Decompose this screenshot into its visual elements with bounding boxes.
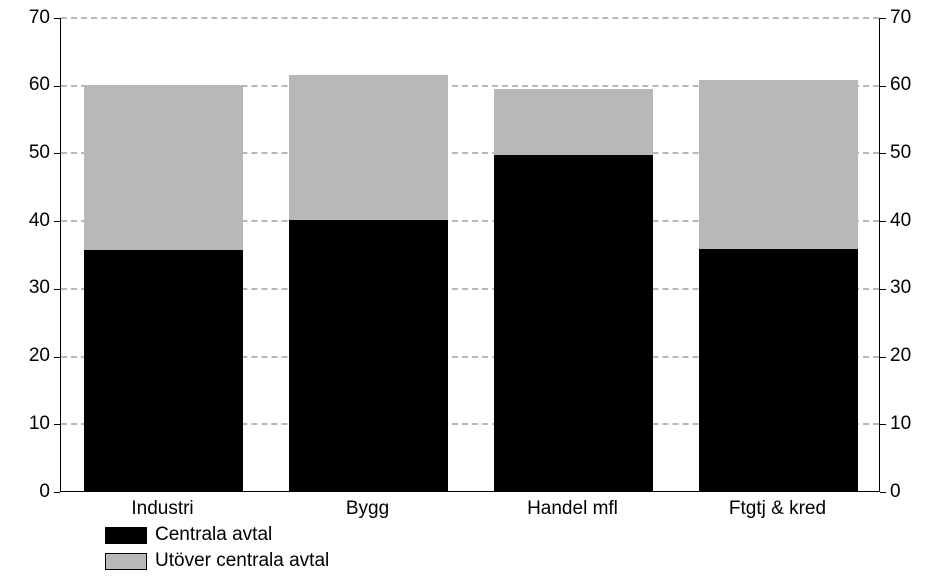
plot-area bbox=[60, 18, 880, 492]
y-tick-mark-left bbox=[54, 289, 60, 290]
y-tick-mark-left bbox=[54, 86, 60, 87]
y-tick-mark-left bbox=[54, 153, 60, 154]
y-tick-mark-right bbox=[880, 18, 886, 19]
y-tick-mark-right bbox=[880, 424, 886, 425]
legend-swatch bbox=[105, 553, 147, 570]
y-tick-label-left: 70 bbox=[0, 7, 50, 29]
y-tick-mark-right bbox=[880, 221, 886, 222]
y-tick-label-right: 40 bbox=[890, 210, 911, 232]
x-category-label: Ftgtj & kred bbox=[678, 498, 878, 520]
y-tick-mark-right bbox=[880, 153, 886, 154]
legend-item: Utöver centrala avtal bbox=[105, 548, 329, 574]
bar-segment-primary bbox=[699, 249, 859, 491]
gridline bbox=[61, 17, 879, 19]
y-tick-label-right: 20 bbox=[890, 345, 911, 367]
y-tick-mark-right bbox=[880, 289, 886, 290]
y-tick-label-right: 50 bbox=[890, 142, 911, 164]
chart-container: Centrala avtal Utöver centrala avtal 0 0 10… bbox=[0, 0, 938, 584]
bar-segment-primary bbox=[84, 250, 244, 491]
y-tick-label-right: 0 bbox=[890, 481, 901, 503]
y-tick-label-left: 0 bbox=[0, 481, 50, 503]
bar-segment-secondary bbox=[84, 85, 244, 250]
y-tick-mark-left bbox=[54, 357, 60, 358]
y-tick-mark-left bbox=[54, 18, 60, 19]
bar-segment-secondary bbox=[699, 80, 859, 249]
y-tick-label-left: 50 bbox=[0, 142, 50, 164]
y-tick-label-right: 70 bbox=[890, 7, 911, 29]
x-category-label: Industri bbox=[63, 498, 263, 520]
y-tick-mark-right bbox=[880, 492, 886, 493]
x-category-label: Handel mfl bbox=[473, 498, 673, 520]
legend-label: Centrala avtal bbox=[155, 524, 272, 546]
y-tick-mark-left bbox=[54, 221, 60, 222]
bar-segment-primary bbox=[494, 155, 654, 491]
y-tick-label-left: 60 bbox=[0, 74, 50, 96]
y-tick-label-left: 30 bbox=[0, 277, 50, 299]
y-tick-label-left: 10 bbox=[0, 413, 50, 435]
legend: Centrala avtal Utöver centrala avtal bbox=[105, 522, 329, 574]
legend-label: Utöver centrala avtal bbox=[155, 550, 329, 572]
y-tick-label-right: 60 bbox=[890, 74, 911, 96]
y-tick-mark-right bbox=[880, 357, 886, 358]
y-tick-mark-left bbox=[54, 492, 60, 493]
y-tick-label-left: 40 bbox=[0, 210, 50, 232]
y-tick-label-left: 20 bbox=[0, 345, 50, 367]
legend-item: Centrala avtal bbox=[105, 522, 329, 548]
bar-segment-secondary bbox=[289, 75, 449, 221]
y-tick-mark-left bbox=[54, 424, 60, 425]
bar-segment-secondary bbox=[494, 89, 654, 155]
y-tick-label-right: 10 bbox=[890, 413, 911, 435]
y-tick-mark-right bbox=[880, 86, 886, 87]
y-tick-label-right: 30 bbox=[890, 277, 911, 299]
legend-swatch bbox=[105, 527, 147, 544]
x-category-label: Bygg bbox=[268, 498, 468, 520]
bar-segment-primary bbox=[289, 220, 449, 491]
